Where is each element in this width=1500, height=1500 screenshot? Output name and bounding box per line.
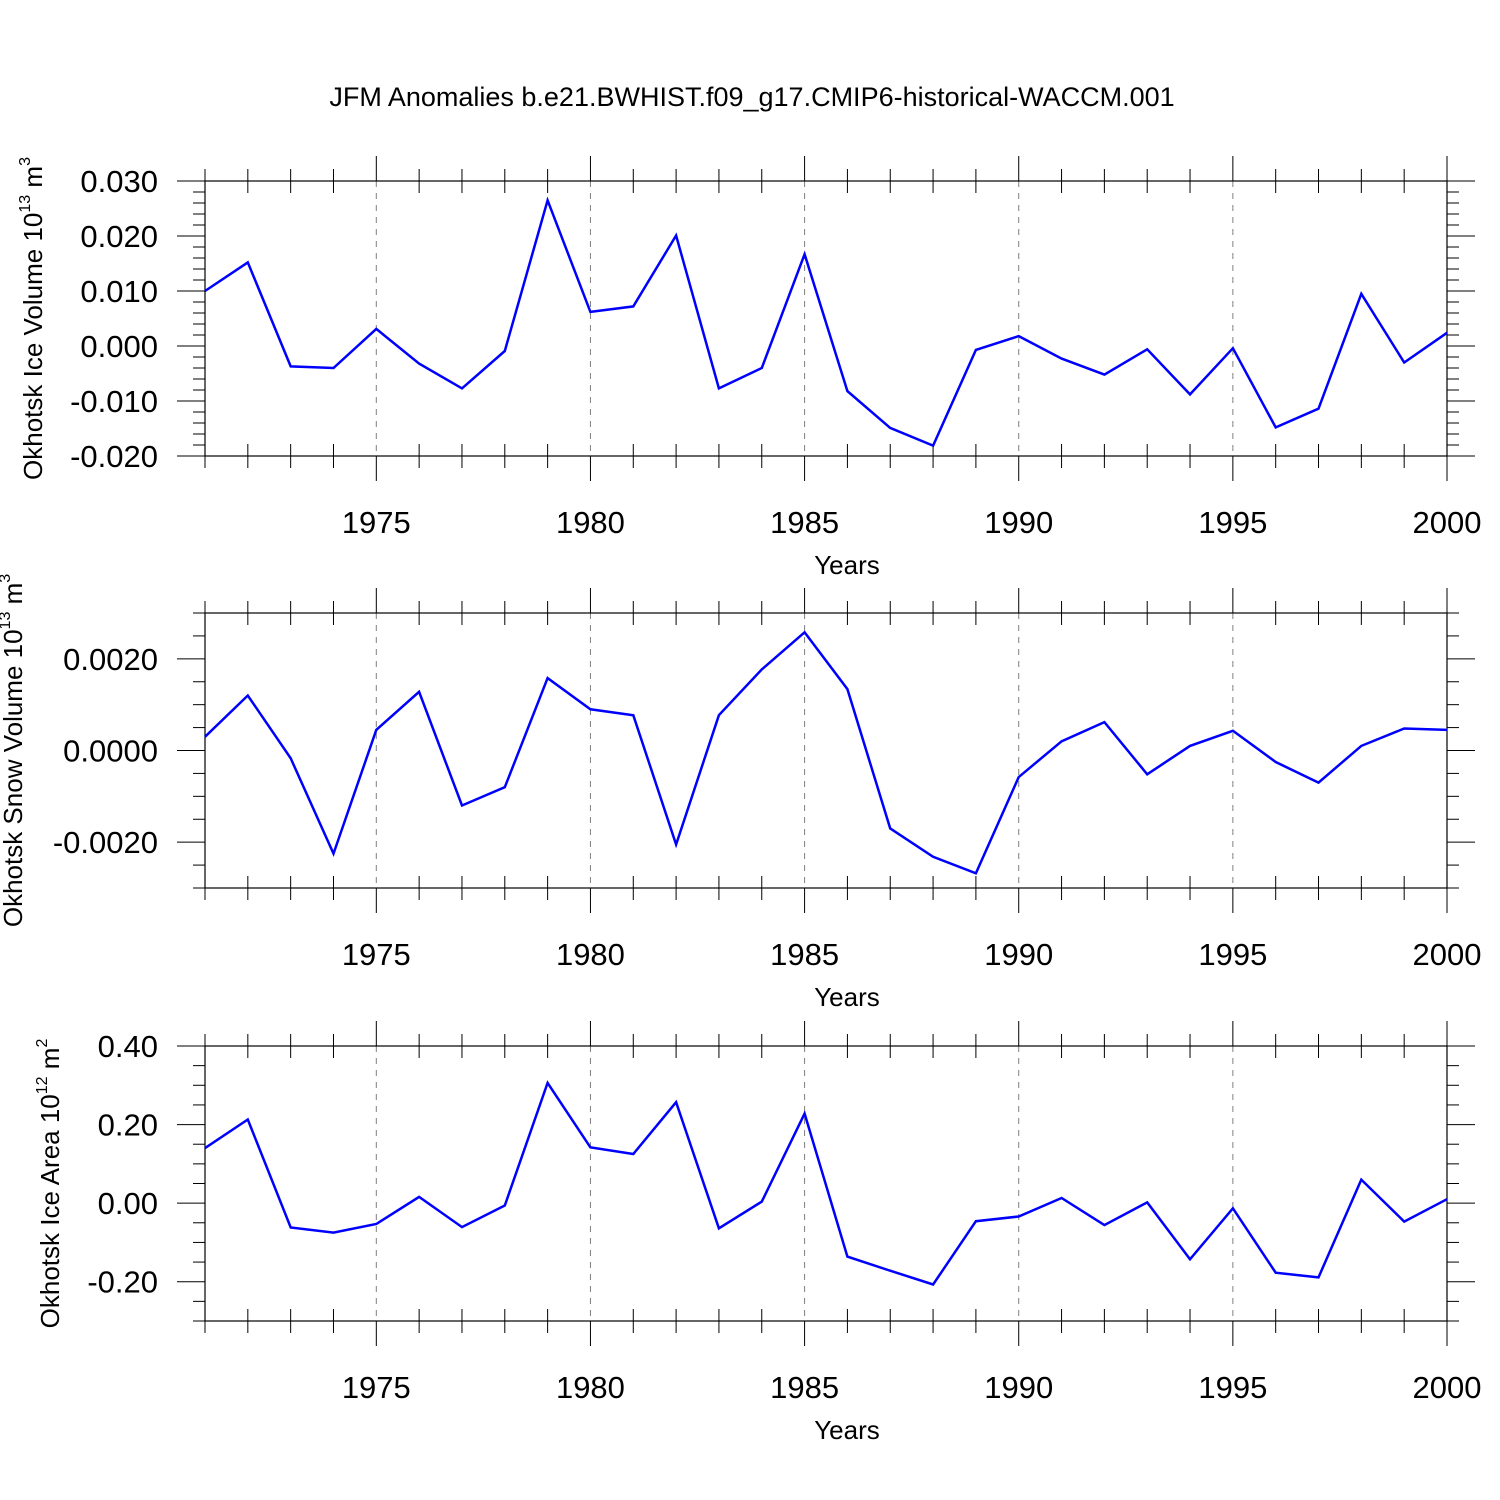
panel-3: -0.20 0.00 0.20 0.40 1975 1980 1985 1990 1995 200… bbox=[34, 1021, 1481, 1445]
series-line bbox=[204, 1080, 1448, 1286]
x-tick-label: 2000 bbox=[1413, 505, 1482, 540]
y-axis-label: Okhotsk Snow Volume 1013 m3 bbox=[0, 574, 28, 927]
y-tick-label: 0.020 bbox=[80, 219, 158, 254]
x-axis-label: Years bbox=[814, 1415, 880, 1445]
panel-1: -0.020 -0.010 0.000 0.010 0.020 0.030 1975 1980… bbox=[17, 156, 1481, 580]
x-tick-label: 1980 bbox=[556, 505, 625, 540]
series-line bbox=[204, 196, 1448, 448]
y-axis-label-unit-exponent: 3 bbox=[17, 157, 34, 166]
y-axis-label-main: Okhotsk Ice Volume 10 bbox=[18, 213, 48, 480]
y-tick-label: 0.030 bbox=[80, 164, 158, 199]
y-tick-label: -0.020 bbox=[70, 439, 158, 474]
y-axis-label: Okhotsk Ice Area 1012 m2 bbox=[34, 1039, 65, 1329]
y-axis-label-exponent: 13 bbox=[17, 195, 34, 213]
y-axis-label: Okhotsk Ice Volume 1013 m3 bbox=[17, 157, 48, 480]
plot-frame bbox=[204, 180, 1448, 457]
y-tick-label: 0.0020 bbox=[63, 642, 158, 677]
y-tick-label: 0.0000 bbox=[63, 734, 158, 769]
x-tick-label: 2000 bbox=[1413, 937, 1482, 972]
panels-container: -0.020 -0.010 0.000 0.010 0.020 0.030 1975 1980… bbox=[0, 156, 1481, 1445]
figure-title: JFM Anomalies b.e21.BWHIST.f09_g17.CMIP6… bbox=[329, 82, 1174, 112]
x-tick-label: 1975 bbox=[342, 1370, 411, 1405]
x-tick-label: 1995 bbox=[1198, 937, 1267, 972]
panel-2: -0.0020 0.0000 0.0020 1975 1980 1985 1990 1995 2… bbox=[0, 574, 1481, 1012]
x-tick-label: 1980 bbox=[556, 1370, 625, 1405]
y-tick-label: -0.0020 bbox=[53, 825, 158, 860]
y-tick-label: 0.20 bbox=[98, 1108, 158, 1143]
x-tick-label: 1975 bbox=[342, 937, 411, 972]
y-axis-label-unit: m bbox=[35, 1048, 65, 1077]
x-axis-label: Years bbox=[814, 550, 880, 580]
y-axis-label-unit-exponent: 3 bbox=[0, 574, 14, 583]
y-axis-label-unit: m bbox=[0, 583, 28, 612]
y-axis-label-unit-exponent: 2 bbox=[34, 1039, 51, 1048]
x-tick-label: 1990 bbox=[984, 937, 1053, 972]
x-tick-label: 1995 bbox=[1198, 505, 1267, 540]
series-line bbox=[204, 630, 1448, 875]
y-axis-label-main: Okhotsk Ice Area 10 bbox=[35, 1094, 65, 1328]
y-tick-label: 0.010 bbox=[80, 274, 158, 309]
y-tick-label: 0.40 bbox=[98, 1029, 158, 1064]
x-tick-label: 1985 bbox=[770, 505, 839, 540]
x-tick-label: 1995 bbox=[1198, 1370, 1267, 1405]
x-tick-label: 1985 bbox=[770, 1370, 839, 1405]
x-tick-label: 1990 bbox=[984, 1370, 1053, 1405]
y-tick-label: 0.00 bbox=[98, 1186, 158, 1221]
y-axis-label-exponent: 12 bbox=[34, 1076, 51, 1094]
x-tick-label: 1980 bbox=[556, 937, 625, 972]
y-tick-label: -0.010 bbox=[70, 384, 158, 419]
x-tick-label: 1975 bbox=[342, 505, 411, 540]
y-axis-label-main: Okhotsk Snow Volume 10 bbox=[0, 629, 28, 927]
x-axis-label: Years bbox=[814, 982, 880, 1012]
x-tick-label: 1985 bbox=[770, 937, 839, 972]
x-tick-label: 1990 bbox=[984, 505, 1053, 540]
y-tick-label: 0.000 bbox=[80, 329, 158, 364]
y-axis-label-unit: m bbox=[18, 166, 48, 195]
x-tick-label: 2000 bbox=[1413, 1370, 1482, 1405]
y-axis-label-exponent: 13 bbox=[0, 612, 14, 630]
y-tick-label: -0.20 bbox=[87, 1265, 158, 1300]
